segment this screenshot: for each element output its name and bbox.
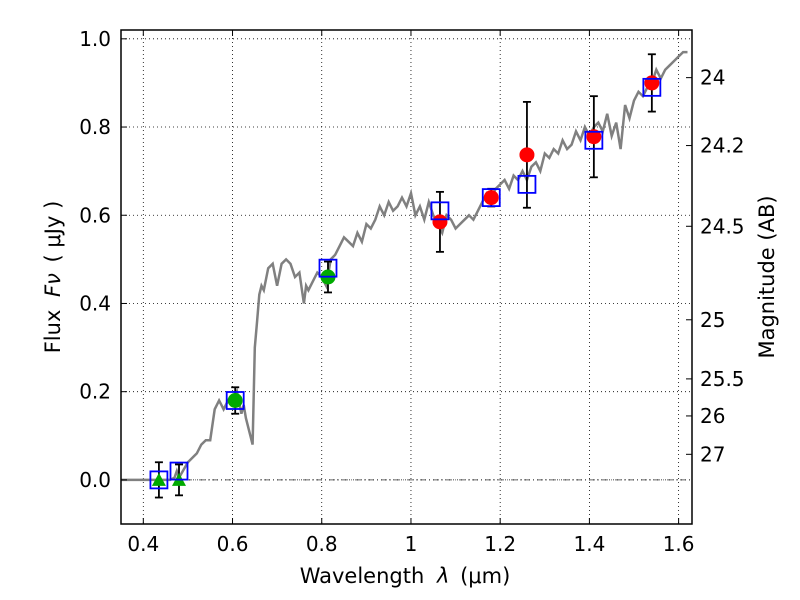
magnitude-tick-label: 24	[700, 66, 725, 90]
data-point	[227, 393, 243, 408]
y-tick-label: 1.0	[79, 27, 111, 51]
upper-limit-triangle	[151, 472, 166, 486]
magnitude-tick-label: 27	[700, 442, 725, 466]
magnitude-tick-label: 24.2	[700, 134, 745, 158]
data-point	[519, 147, 535, 163]
grid	[121, 30, 692, 524]
error-bars	[154, 53, 656, 499]
y-tick-label: 0.6	[79, 203, 111, 227]
model-photometry-squares	[149, 77, 662, 490]
model-spectrum-line	[121, 50, 688, 482]
x-tick-label: 1.4	[573, 532, 605, 556]
data-point	[586, 129, 602, 145]
data-points	[151, 75, 660, 486]
model-flux-square	[584, 130, 604, 150]
magnitude-tick-label: 26	[700, 404, 725, 428]
x-tick-label: 1.6	[663, 532, 695, 556]
y-tick-label: 0.4	[79, 291, 111, 315]
model-flux-square	[430, 201, 450, 221]
x-axis-label: Wavelength λ (μm)	[300, 564, 511, 588]
x-tick-label: 0.4	[127, 532, 159, 556]
magnitude-tick-label: 24.5	[700, 214, 745, 238]
plot-frame	[120, 29, 693, 525]
y-axis-ticks: 0.0 0.2 0.4 0.6 0.8 1.0	[79, 27, 127, 492]
model-flux-square	[517, 174, 537, 194]
model-flux-square	[481, 188, 501, 208]
x-tick-label: 0.6	[217, 532, 249, 556]
data-point	[483, 190, 499, 206]
data-point	[432, 214, 448, 230]
x-tick-label: 1.2	[484, 532, 516, 556]
y-axis-label: Flux Fν ( μJy )	[41, 201, 65, 354]
model-flux-square	[642, 77, 662, 97]
data-point	[644, 75, 660, 91]
magnitude-tick-label: 25.5	[700, 367, 745, 391]
model-flux-square	[149, 470, 169, 490]
y-tick-label: 0.0	[79, 468, 111, 492]
model-flux-square	[169, 461, 189, 481]
x-axis-ticks: 0.4 0.6 0.8 1 1.2 1.4 1.6	[127, 30, 695, 556]
x-tick-label: 1	[405, 532, 418, 556]
magnitude-tick-label: 25	[700, 308, 725, 332]
y-tick-label: 0.8	[79, 115, 111, 139]
model-flux-square	[225, 391, 245, 410]
magnitude-axis-label: Magnitude (AB)	[755, 195, 779, 358]
y-tick-label: 0.2	[79, 380, 111, 404]
x-tick-label: 0.8	[306, 532, 338, 556]
magnitude-axis-ticks: 24 24.2 24.5 25 25.5 26 27	[686, 66, 745, 466]
model-flux-square	[318, 258, 338, 278]
